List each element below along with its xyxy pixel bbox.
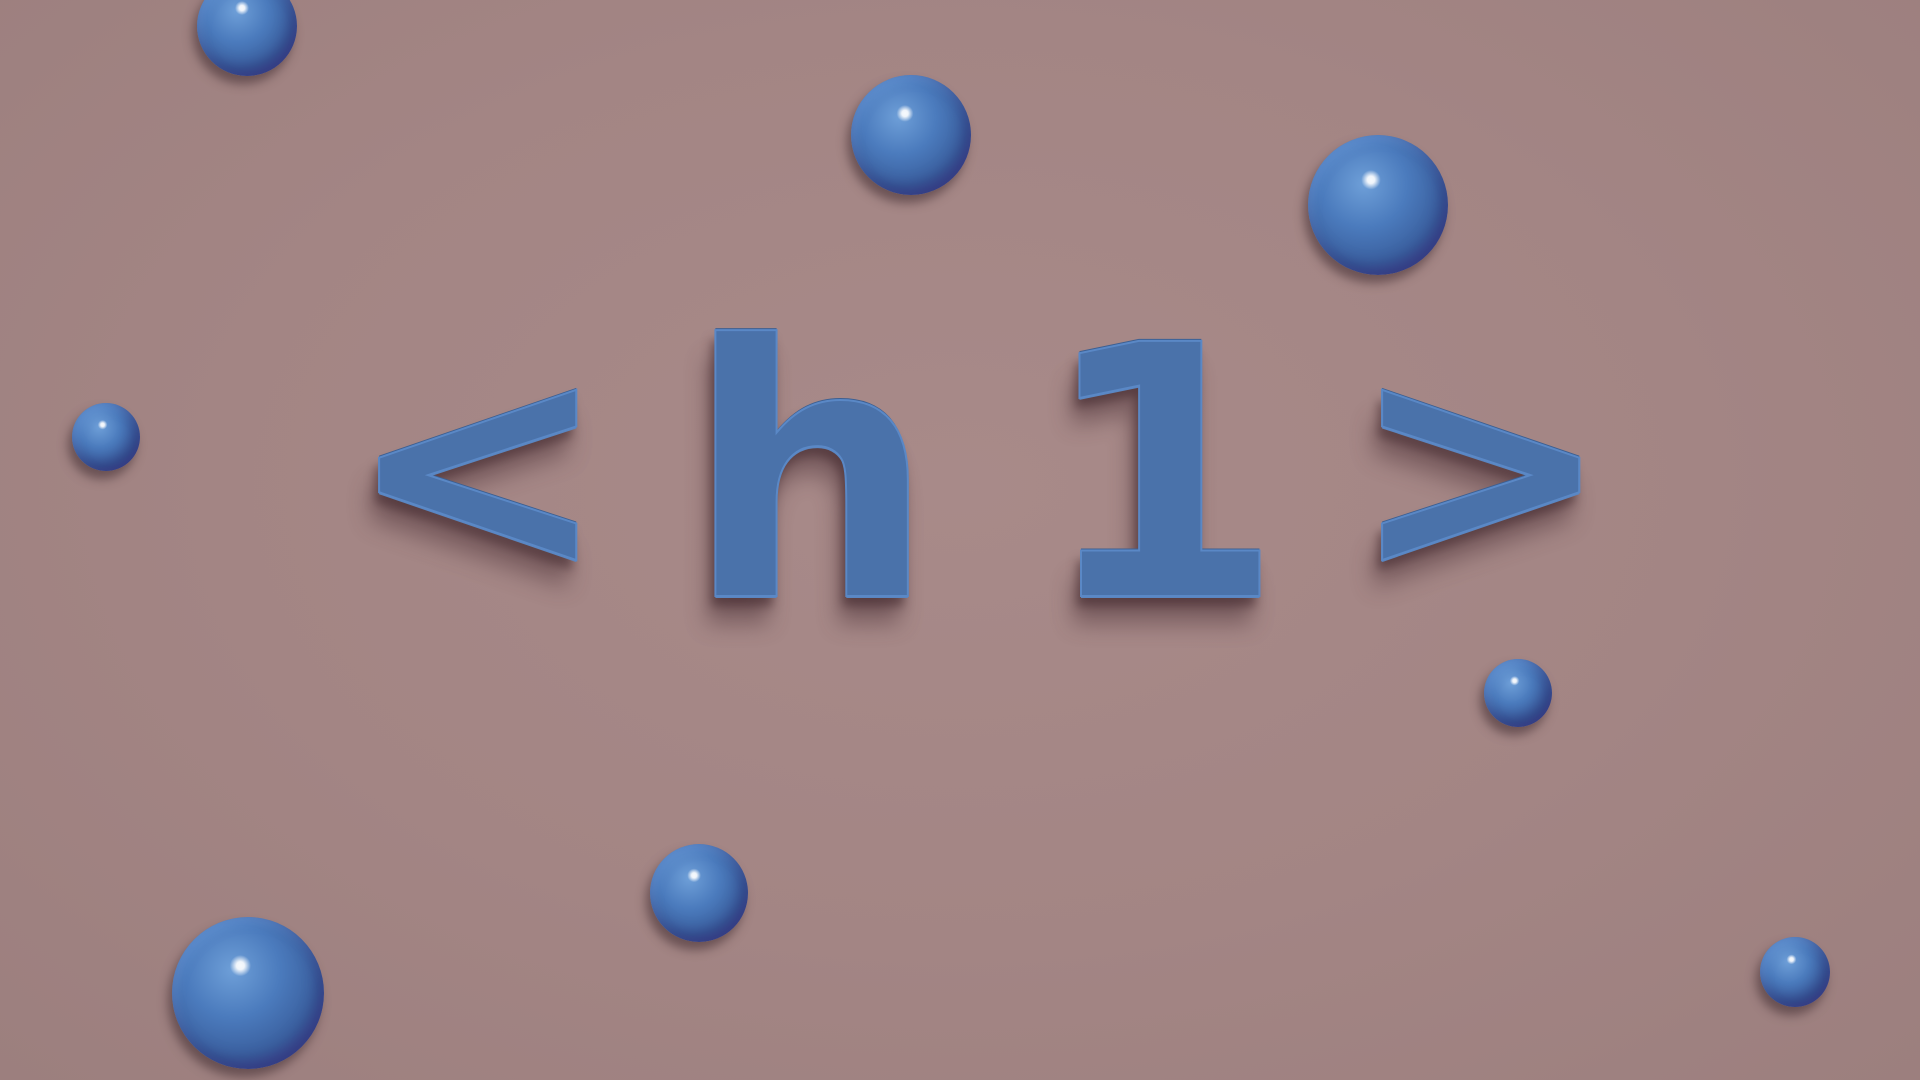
blue-sphere [1760,937,1830,1007]
left-angle-bracket-glyph: < [345,291,611,640]
digit-1-glyph: 1 [1039,271,1285,679]
blue-sphere [72,403,140,471]
blue-sphere [650,844,748,942]
blue-sphere [1308,135,1448,275]
right-angle-bracket-glyph: > [1348,291,1614,640]
blue-sphere [1484,659,1552,727]
letter-h-glyph: h [685,271,936,679]
blue-sphere [851,75,971,195]
blue-sphere [172,917,324,1069]
